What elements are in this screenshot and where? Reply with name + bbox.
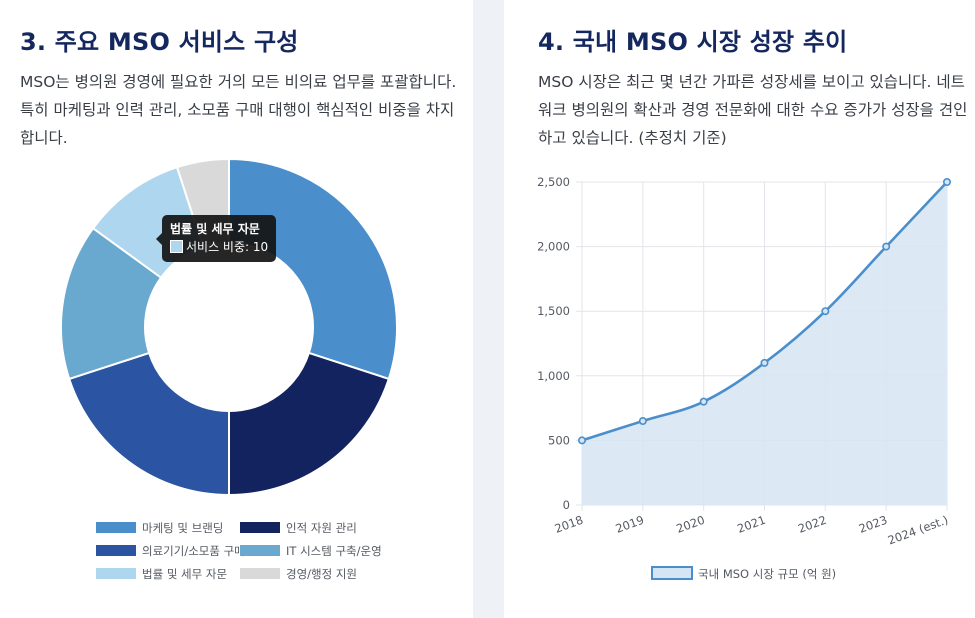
legend-swatch[interactable] <box>651 566 693 580</box>
market-growth-description: MSO 시장은 최근 몇 년간 가파른 성장세를 보이고 있습니다. 네트워크 … <box>538 73 968 147</box>
y-tick-label: 0 <box>563 498 570 512</box>
chart-tooltip: 법률 및 세무 자문 서비스 비중: 10 <box>155 215 277 262</box>
legend-label[interactable]: 인적 자원 관리 <box>286 521 357 535</box>
data-point[interactable] <box>760 358 769 367</box>
legend-label[interactable]: IT 시스템 구축/운영 <box>286 544 382 558</box>
legend-label[interactable]: 법률 및 세무 자문 <box>142 567 227 581</box>
y-tick-label: 1,000 <box>537 369 570 383</box>
doughnut-slice[interactable] <box>228 160 398 381</box>
legend-swatch[interactable] <box>240 522 280 533</box>
data-point[interactable] <box>699 397 708 406</box>
data-point[interactable] <box>942 177 951 186</box>
data-point[interactable] <box>821 307 830 316</box>
legend-label[interactable]: 경영/행정 지원 <box>286 567 357 581</box>
doughnut-slice[interactable] <box>67 351 230 497</box>
y-tick-label: 2,000 <box>537 240 570 254</box>
x-tick-label: 2018 <box>553 513 585 536</box>
y-tick-label: 500 <box>548 433 570 447</box>
data-point[interactable] <box>638 417 647 426</box>
tooltip-color-swatch <box>170 240 183 253</box>
data-point[interactable] <box>882 242 891 251</box>
y-tick-label: 2,500 <box>537 175 570 189</box>
data-point[interactable] <box>578 436 587 445</box>
x-tick-label: 2022 <box>796 513 828 536</box>
market-growth-line-chart: 0 500 1,000 1,500 2,000 2,500 2018 2019 2020 2021… <box>537 175 951 581</box>
x-tick-label: 2024 (est.) <box>886 513 950 548</box>
doughnut-slice[interactable] <box>228 351 391 497</box>
legend-swatch[interactable] <box>96 522 136 533</box>
tooltip-title: 법률 및 세무 자문 <box>170 222 260 236</box>
legend-label[interactable]: 국내 MSO 시장 규모 (억 원) <box>698 567 836 581</box>
market-growth-panel: 4. 국내 MSO 시장 성장 추이 MSO 시장은 최근 몇 년간 가파른 성… <box>504 0 975 618</box>
series-area-fill <box>582 182 947 505</box>
market-growth-title: 4. 국내 MSO 시장 성장 추이 <box>538 28 848 56</box>
service-composition-panel: 3. 주요 MSO 서비스 구성 MSO는 병의원 경영에 필요한 거의 모든 … <box>0 0 473 618</box>
legend-swatch[interactable] <box>96 568 136 579</box>
legend-swatch[interactable] <box>240 568 280 579</box>
x-tick-label: 2019 <box>614 513 646 536</box>
legend-label[interactable]: 마케팅 및 브랜딩 <box>142 521 223 535</box>
service-composition-title: 3. 주요 MSO 서비스 구성 <box>20 28 299 56</box>
y-tick-label: 1,500 <box>537 304 570 318</box>
legend-label[interactable]: 의료기기/소모품 구매 <box>142 544 245 558</box>
service-composition-description: MSO는 병의원 경영에 필요한 거의 모든 비의료 업무를 포괄합니다. 특히… <box>20 73 457 147</box>
x-tick-label: 2021 <box>735 513 767 536</box>
x-tick-label: 2023 <box>857 513 889 536</box>
tooltip-label: 서비스 비중: 10 <box>186 240 269 254</box>
legend-swatch[interactable] <box>240 545 280 556</box>
x-tick-label: 2020 <box>674 513 706 536</box>
legend-swatch[interactable] <box>96 545 136 556</box>
